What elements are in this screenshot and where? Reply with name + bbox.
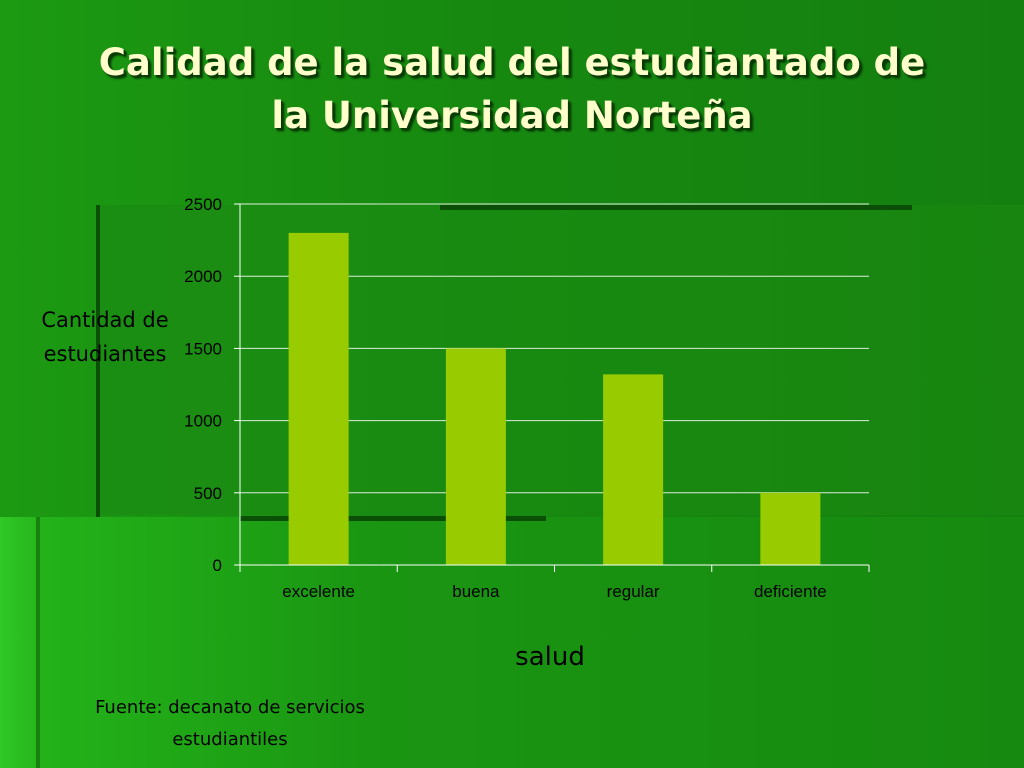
decorative-shadow-line	[36, 517, 40, 768]
y-tick-label: 2500	[184, 195, 222, 214]
y-tick-label: 1000	[184, 412, 222, 431]
x-tick-label: excelente	[282, 582, 355, 601]
slide-title: Calidad de la salud del estudiantado de …	[98, 41, 926, 137]
y-tick-label: 1500	[184, 339, 222, 358]
x-tick-label: deficiente	[754, 582, 827, 601]
background-panel-upper	[96, 205, 1024, 515]
decorative-shadow-line	[240, 516, 546, 521]
decorative-shadow-line	[96, 205, 100, 517]
y-axis-label: Cantidad de estudiantes	[41, 308, 169, 366]
x-axis-label: salud	[515, 642, 585, 672]
bar-deficiente	[760, 492, 821, 565]
tick-labels: 0 500 1000 1500 2000 2500 excelente buena regula…	[184, 195, 827, 601]
bar-excelente	[288, 232, 349, 565]
bars	[288, 232, 821, 565]
decorative-shadow-line	[440, 205, 912, 210]
axes	[234, 203, 870, 572]
y-tick-label: 2000	[184, 267, 222, 286]
y-tick-label: 0	[213, 556, 222, 575]
x-tick-label: buena	[452, 582, 500, 601]
y-tick-label: 500	[194, 484, 222, 503]
bar-buena	[445, 348, 506, 565]
source-note: Fuente: decanato de servicios estudianti…	[95, 697, 365, 750]
x-tick-label: regular	[607, 582, 660, 601]
background-panel-lower	[36, 517, 1024, 768]
background-left-strip	[0, 517, 40, 768]
bar-regular	[603, 374, 664, 565]
